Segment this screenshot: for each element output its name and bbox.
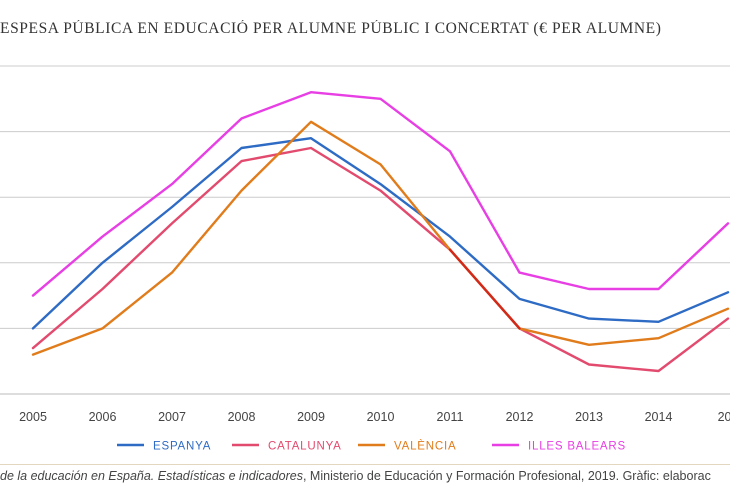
x-tick-label: 2011 [437, 410, 464, 424]
overlap-segment [448, 248, 521, 330]
source-regular-text: , Ministerio de Educación y Formación Pr… [302, 469, 711, 483]
series-line-catalunya [31, 146, 730, 373]
x-tick-label: 2006 [89, 410, 117, 424]
grid-lines [0, 65, 730, 395]
legend-label: ILLES BALEARS [528, 441, 626, 453]
source-italic-text: de la educación en España. Estadísticas … [0, 469, 303, 483]
chart-title: ESPESA PÚBLICA EN EDUCACIÓ PER ALUMNE PÚ… [0, 20, 662, 37]
x-tick-label: 2013 [575, 410, 603, 424]
x-tick-label: 2007 [158, 410, 186, 424]
series-line-valència [31, 120, 730, 356]
x-tick-label: 2010 [367, 410, 395, 424]
source-divider [0, 464, 730, 465]
x-tick-label: 2005 [19, 410, 47, 424]
x-tick-label: 2008 [228, 410, 256, 424]
x-tick-label: 201 [718, 410, 730, 424]
x-tick-label: 2012 [506, 410, 534, 424]
series-lines [31, 90, 730, 373]
series-line-espanya [31, 136, 730, 330]
x-tick-label: 2014 [645, 410, 673, 424]
series-line-illes-balears [31, 90, 730, 297]
source-note: de la educación en España. Estadísticas … [0, 469, 730, 491]
legend-label: ESPANYA [153, 441, 211, 453]
legend: ESPANYA CATALUNYA VALÈNCIA ILLES BALEARS [117, 440, 626, 453]
legend-label: VALÈNCIA [394, 440, 456, 453]
legend-label: CATALUNYA [268, 441, 342, 453]
x-tick-label: 2009 [297, 410, 325, 424]
x-axis-ticks: 2005 2006 2007 2008 2009 2010 2011 2012 2013 2014… [19, 410, 730, 424]
